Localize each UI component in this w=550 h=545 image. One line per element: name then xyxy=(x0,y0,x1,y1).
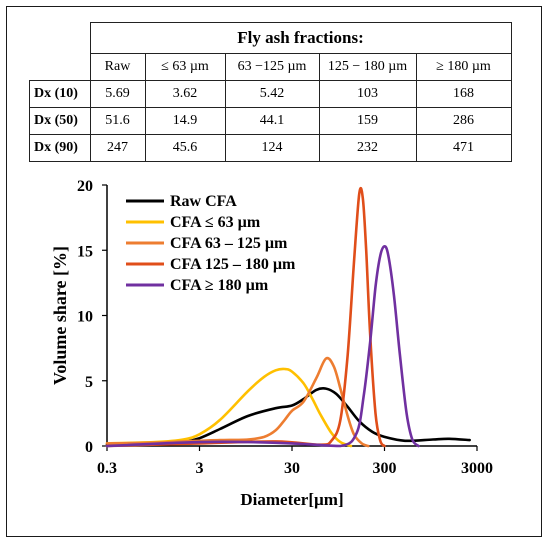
y-tick-label: 0 xyxy=(85,439,93,456)
table-cell: 159 xyxy=(318,107,417,135)
y-tick-label: 20 xyxy=(77,178,93,195)
table-cell: 14.9 xyxy=(144,107,226,135)
table-cell: 471 xyxy=(415,134,512,162)
table-corner xyxy=(30,23,91,54)
y-tick-label: 5 xyxy=(85,374,93,391)
table-cell: 232 xyxy=(318,134,417,162)
column-header: ≤ 63 µm xyxy=(144,53,226,81)
x-tick-label: 30 xyxy=(284,460,300,477)
table-cell: 247 xyxy=(89,134,146,162)
series-line-2 xyxy=(105,367,353,448)
table-cell: 3.62 xyxy=(144,80,226,108)
table-title-row: Fly ash fractions: xyxy=(30,22,512,54)
series-line-5 xyxy=(105,245,420,448)
table-row: Dx (90) 247 45.6 124 232 471 xyxy=(29,134,512,162)
table-cell: 286 xyxy=(415,107,512,135)
x-tick-label: 3 xyxy=(196,460,204,477)
column-header: ≥ 180 µm xyxy=(415,53,512,81)
y-tick-label: 10 xyxy=(77,309,93,326)
x-axis-label: Diameter[µm] xyxy=(240,490,343,509)
series-line-4 xyxy=(105,186,386,448)
figure-frame xyxy=(6,6,542,537)
y-axis-label: Volume share [%] xyxy=(50,246,70,385)
x-tick-label: 0.3 xyxy=(97,460,117,477)
column-header: 125 − 180 µm xyxy=(318,53,417,81)
table-corner xyxy=(30,54,91,81)
fractions-table: Fly ash fractions: Raw ≤ 63 µm 63 −125 µ… xyxy=(29,22,512,162)
table-header-row: Raw ≤ 63 µm 63 −125 µm 125 − 180 µm ≥ 18… xyxy=(30,53,512,81)
table-cell: 44.1 xyxy=(224,107,320,135)
table-cell: 5.42 xyxy=(224,80,320,108)
legend-label: Raw CFA xyxy=(170,193,237,210)
table-cell: 45.6 xyxy=(144,134,226,162)
legend-label: CFA 125 – 180 µm xyxy=(170,256,296,273)
table-title: Fly ash fractions: xyxy=(89,22,512,54)
row-label: Dx (90) xyxy=(29,134,91,162)
row-label: Dx (50) xyxy=(29,107,91,135)
row-label: Dx (10) xyxy=(29,80,91,108)
table-cell: 51.6 xyxy=(89,107,146,135)
column-header: Raw xyxy=(89,53,146,81)
legend-label: CFA ≤ 63 µm xyxy=(170,214,261,231)
x-tick-label: 300 xyxy=(373,460,397,477)
table-cell: 5.69 xyxy=(89,80,146,108)
table-cell: 168 xyxy=(415,80,512,108)
series-line-1 xyxy=(105,386,471,446)
table-row: Dx (50) 51.6 14.9 44.1 159 286 xyxy=(29,107,512,135)
psd-chart: 0 5 10 15 20 0.3 3 30 300 3000 Diameter[µm] Volume … xyxy=(50,178,493,509)
x-tick-label: 3000 xyxy=(461,460,493,477)
y-tick-label: 15 xyxy=(77,243,93,260)
table-cell: 124 xyxy=(224,134,320,162)
legend-label: CFA ≥ 180 µm xyxy=(170,277,269,294)
column-header: 63 −125 µm xyxy=(224,53,320,81)
table-row: Dx (10) 5.69 3.62 5.42 103 168 xyxy=(29,80,512,108)
table-cell: 103 xyxy=(318,80,417,108)
legend-label: CFA 63 – 125 µm xyxy=(170,235,288,252)
